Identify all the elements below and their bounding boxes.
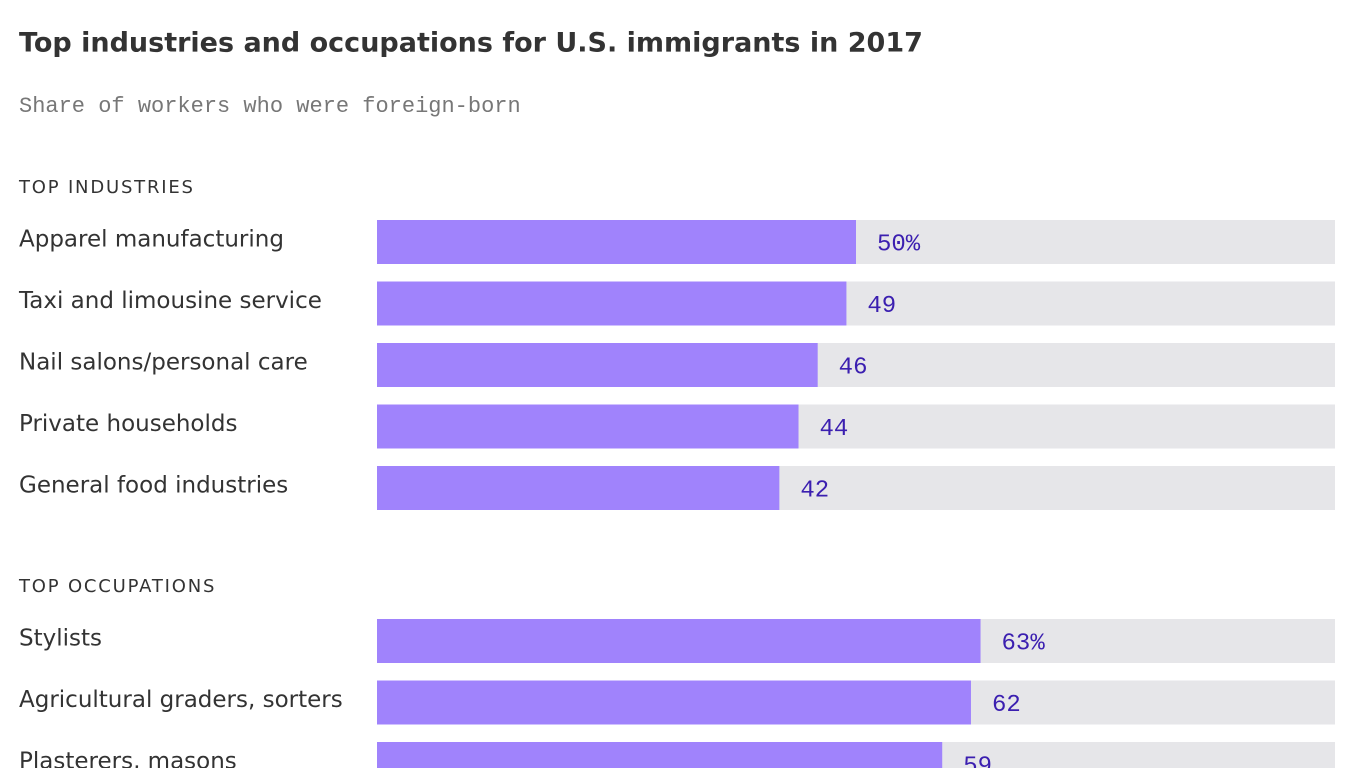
value-label: 49 (867, 293, 896, 320)
category-label: General food industries (19, 473, 288, 499)
bar (377, 466, 780, 510)
category-label: Plasterers, masons (19, 749, 237, 768)
bar (377, 343, 818, 387)
value-label: 44 (820, 416, 849, 443)
category-label: Private households (19, 411, 237, 437)
bar (377, 680, 971, 725)
page-title: Top industries and occupations for U.S. … (19, 28, 923, 59)
value-label: 59 (963, 753, 992, 768)
bar (377, 742, 943, 768)
category-label: Stylists (19, 626, 102, 652)
category-label: Agricultural graders, sorters (19, 687, 343, 713)
bar (377, 404, 799, 449)
value-label: 42 (800, 477, 829, 504)
subtitle: Share of workers who were foreign-born (19, 94, 521, 119)
section-title: TOP INDUSTRIES (18, 177, 195, 198)
value-label: 62 (992, 692, 1021, 719)
section-title: TOP OCCUPATIONS (18, 576, 216, 597)
category-label: Nail salons/personal care (19, 350, 308, 376)
bar (377, 220, 856, 264)
bar (377, 281, 847, 326)
category-label: Taxi and limousine service (18, 288, 322, 314)
category-label: Apparel manufacturing (19, 227, 284, 253)
value-label: 46 (839, 354, 868, 381)
value-label: 63% (1002, 630, 1046, 657)
bar (377, 619, 981, 663)
value-label: 50% (877, 231, 921, 258)
